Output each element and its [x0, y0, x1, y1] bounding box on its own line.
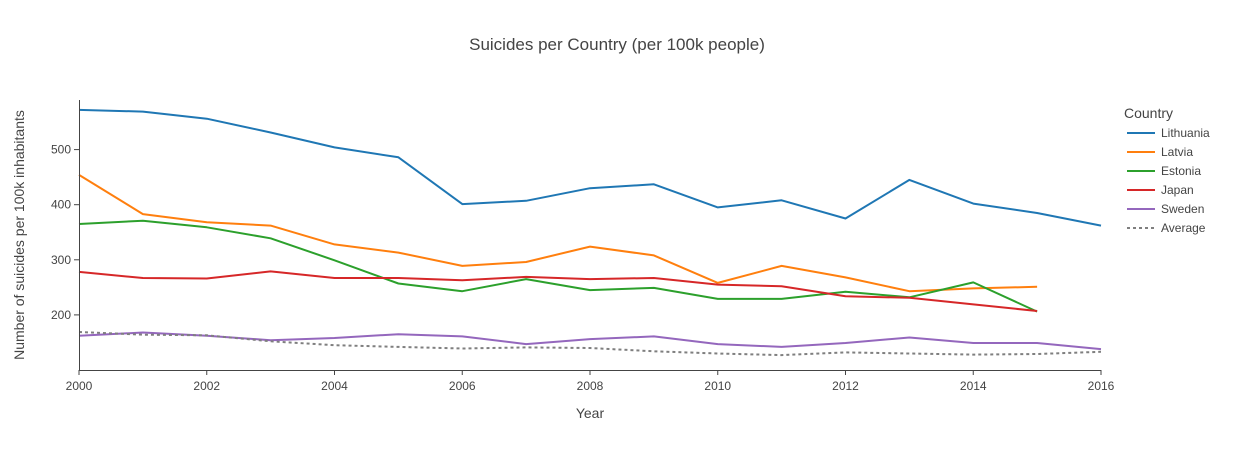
- legend-item-lithuania[interactable]: Lithuania: [1161, 126, 1210, 140]
- y-tick-label: 500: [51, 143, 71, 157]
- y-tick-label: 200: [51, 308, 71, 322]
- x-tick-label: 2006: [449, 379, 476, 393]
- legend: Country Lithuania Latvia Estonia Japan Swede…: [1124, 105, 1210, 235]
- legend-item-sweden[interactable]: Sweden: [1161, 202, 1204, 216]
- x-tick-label: 2010: [704, 379, 731, 393]
- y-axis-title: Number of suicides per 100k inhabitants: [11, 110, 27, 360]
- y-axis-ticks: 200 300 400 500: [51, 143, 79, 322]
- series-line-estonia: [78, 219, 1038, 313]
- plot-area: [78, 108, 1102, 357]
- series-line-average: [78, 331, 1102, 357]
- x-tick-label: 2002: [193, 379, 220, 393]
- x-tick-label: 2004: [321, 379, 348, 393]
- series-line-japan: [78, 270, 1038, 312]
- legend-title: Country: [1124, 105, 1173, 121]
- y-tick-label: 300: [51, 253, 71, 267]
- legend-item-japan[interactable]: Japan: [1161, 183, 1194, 197]
- y-tick-label: 400: [51, 198, 71, 212]
- legend-item-estonia[interactable]: Estonia: [1161, 164, 1201, 178]
- series-line-latvia: [78, 174, 1038, 293]
- series-line-sweden: [78, 331, 1102, 351]
- x-tick-label: 2008: [577, 379, 604, 393]
- series-line-lithuania: [78, 108, 1102, 227]
- x-tick-label: 2016: [1088, 379, 1115, 393]
- x-tick-label: 2014: [960, 379, 987, 393]
- x-axis-title: Year: [576, 405, 605, 421]
- x-tick-label: 2012: [832, 379, 859, 393]
- x-axis-ticks: 2000 2002 2004 2006 2008 2010 2012 2014 2016: [66, 370, 1115, 393]
- chart-title: Suicides per Country (per 100k people): [469, 35, 765, 54]
- x-tick-label: 2000: [66, 379, 93, 393]
- legend-item-latvia[interactable]: Latvia: [1161, 145, 1193, 159]
- legend-item-average[interactable]: Average: [1161, 221, 1206, 235]
